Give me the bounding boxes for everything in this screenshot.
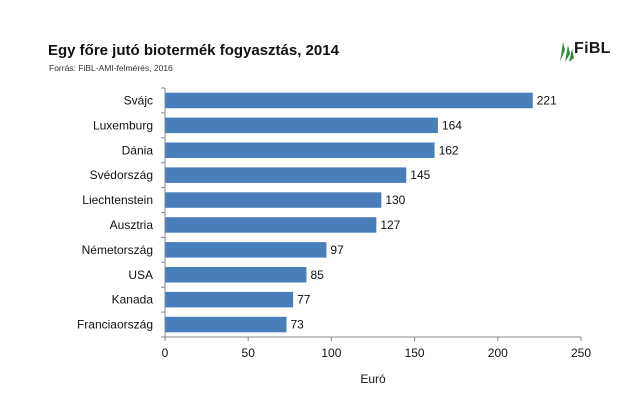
x-axis-title: Euró — [360, 372, 386, 386]
category-label: Németország — [82, 243, 153, 257]
bar — [165, 117, 438, 134]
x-tick-label: 50 — [242, 346, 256, 360]
bar — [165, 167, 407, 183]
chart-title: Egy főre jutó biotermék fogyasztás, 2014 — [48, 42, 339, 59]
x-tick-label: 0 — [162, 346, 169, 360]
x-tick-label: 150 — [405, 346, 425, 360]
fibl-leaf-icon — [560, 42, 574, 62]
bar — [165, 267, 307, 283]
chart-source: Forrás: FiBL-AMI-felmérés, 2016 — [49, 63, 173, 73]
category-label: Svédország — [90, 168, 153, 182]
bar — [165, 316, 287, 333]
category-label: Franciaország — [77, 318, 153, 332]
bar — [165, 291, 294, 308]
data-label: 145 — [410, 168, 430, 182]
data-label: 77 — [297, 293, 311, 307]
data-label: 221 — [537, 93, 557, 107]
leaf-stroke-3 — [569, 49, 574, 62]
leaf-stroke-1 — [560, 42, 565, 62]
data-label: 85 — [310, 268, 324, 282]
data-label: 73 — [290, 318, 304, 332]
x-tick-label: 250 — [571, 346, 591, 360]
category-label: Kanada — [112, 293, 154, 307]
bar — [165, 142, 435, 158]
data-label: 164 — [442, 118, 462, 132]
logo-text: FiBL — [574, 40, 611, 57]
leaf-stroke-2 — [565, 45, 570, 62]
data-label: 127 — [380, 218, 400, 232]
bar — [165, 217, 377, 233]
bar — [165, 192, 382, 208]
x-tick-label: 100 — [321, 346, 341, 360]
category-label: Svájc — [124, 93, 153, 107]
category-label: USA — [128, 268, 153, 282]
category-label: Dánia — [122, 143, 154, 157]
data-label: 97 — [330, 243, 344, 257]
x-tick-label: 200 — [488, 346, 508, 360]
axis-layer: Svájc 221 Luxemburg 164 Dánia 162 Svédország 14… — [77, 87, 591, 360]
data-label: 162 — [439, 143, 459, 157]
data-label: 130 — [385, 193, 405, 207]
bar — [165, 242, 327, 258]
bars-layer — [165, 92, 533, 333]
category-label: Ausztria — [110, 218, 154, 232]
bar — [165, 92, 533, 109]
category-label: Luxemburg — [93, 118, 153, 132]
category-label: Liechtenstein — [82, 193, 153, 207]
